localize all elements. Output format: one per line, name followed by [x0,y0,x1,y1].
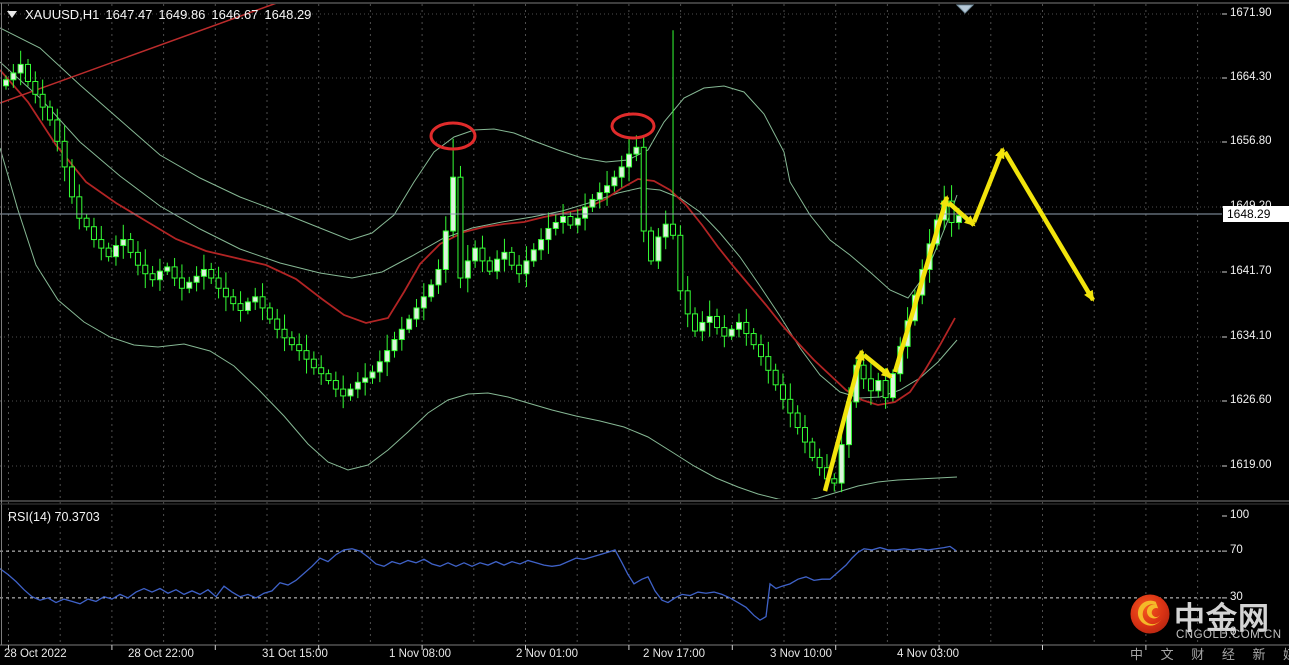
logo-tagline: 中 文 财 经 新 媒 体 [1130,647,1289,662]
price-axis-label: 1626.60 [1230,394,1272,406]
cngold-logo-icon [1130,594,1170,634]
red-circle-annotation [610,112,656,140]
yellow-arrow-annotation [971,147,1006,223]
price-axis-label: 1619.00 [1230,459,1272,471]
rsi-axis-label: 30 [1230,590,1243,603]
current-price-badge: 1648.29 [1223,206,1289,222]
yellow-arrow-annotation [892,195,950,373]
rsi-axis-label: 70 [1230,544,1243,557]
yellow-arrow-annotation [862,353,893,379]
chart-title-bar: XAUUSD,H1 1647.47 1649.86 1646.67 1648.2… [7,7,311,22]
symbol-dropdown-icon [7,11,17,18]
chart-shift-marker-icon[interactable] [955,4,975,14]
ohlc-close-value: 1648.29 [264,7,312,22]
yellow-arrow-annotation [947,201,976,227]
time-axis-label: 3 Nov 10:00 [770,648,833,660]
ohlc-low-value: 1646.67 [211,7,259,22]
rsi-axis-label: 0 [1230,626,1237,638]
time-axis-label: 1 Nov 08:00 [389,648,452,660]
price-axis-label: 1671.90 [1230,7,1272,19]
time-axis-label: 31 Oct 15:00 [262,648,328,660]
price-axis-label: 1664.30 [1230,71,1272,83]
time-axis-label: 2 Nov 17:00 [643,648,706,660]
yellow-arrow-annotation [822,349,865,492]
symbol-period-label: XAUUSD,H1 [25,7,100,22]
yellow-arrow-annotation [1003,150,1095,302]
price-axis-label: 1634.10 [1230,330,1272,342]
logo-domain: CNGOLD.COM.CN [1176,629,1282,641]
price-axis-label: 1641.70 [1230,265,1272,277]
time-axis-label: 2 Nov 01:00 [516,648,579,660]
ohlc-open-value: 1647.47 [105,7,153,22]
rsi-axis-label: 100 [1230,509,1250,521]
time-axis-label: 28 Oct 22:00 [128,648,194,660]
cngold-watermark: 中金网 CNGOLD.COM.CN 中 文 财 经 新 媒 体 [1128,592,1289,662]
rsi-indicator-label: RSI(14) 70.3703 [8,510,100,524]
time-axis-label: 28 Oct 2022 [4,648,67,660]
red-circle-annotation [429,121,477,151]
time-axis-label: 4 Nov 03:00 [897,648,960,660]
logo-name-cn: 中金网 [1174,601,1270,636]
price-axis-label: 1656.80 [1230,135,1272,147]
ohlc-high-value: 1649.86 [158,7,206,22]
